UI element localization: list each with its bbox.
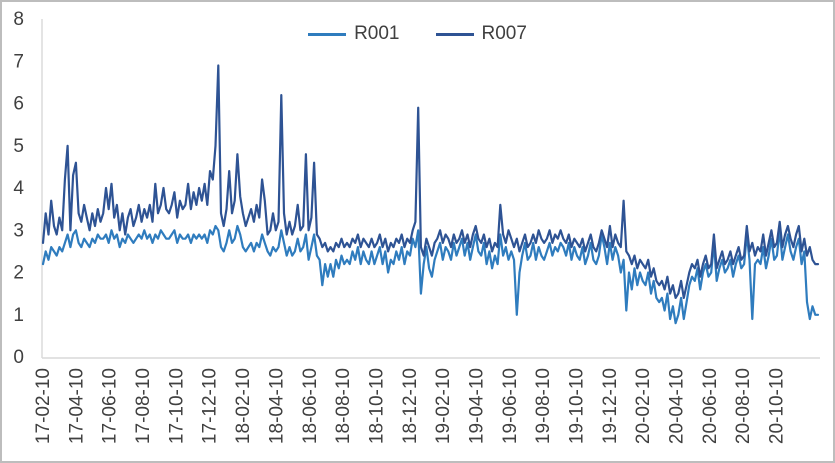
x-axis-tick-label: 20-10-10 [767, 368, 788, 444]
x-axis-tick-label: 20-08-10 [733, 368, 754, 444]
x-axis-tick-label: 18-04-10 [266, 368, 287, 444]
x-axis-tick-label: 18-06-10 [300, 368, 321, 444]
x-axis-tick-label: 19-12-10 [600, 368, 621, 444]
x-axis-tick-label: 18-02-10 [233, 368, 254, 444]
y-axis-tick-label: 8 [13, 9, 24, 30]
x-axis-tick-label: 19-06-10 [500, 368, 521, 444]
y-axis-tick-label: 2 [13, 263, 24, 284]
x-axis-tick-label: 20-04-10 [667, 368, 688, 444]
series-line-r007 [41, 64, 820, 299]
series-line-r001 [41, 224, 820, 325]
legend-swatch-r001-icon [308, 32, 347, 36]
legend-label-r001: R001 [354, 23, 400, 44]
y-axis-tick-label: 1 [13, 305, 24, 326]
legend-item-r001[interactable]: R001 [308, 23, 400, 45]
x-axis-tick-label: 19-10-10 [567, 368, 588, 444]
legend-label-r007: R007 [481, 23, 527, 44]
x-axis-tick-label: 17-04-10 [66, 368, 87, 444]
x-axis-tick-label: 17-12-10 [200, 368, 221, 444]
legend: R001 R007 [2, 23, 833, 45]
y-axis-tick-label: 7 [13, 51, 24, 72]
y-axis-tick-label: 5 [13, 136, 24, 157]
x-axis-tick-label: 20-02-10 [633, 368, 654, 444]
x-axis-tick-label: 18-12-10 [400, 368, 421, 444]
x-axis-tick-label: 19-04-10 [466, 368, 487, 444]
y-axis-tick-label: 4 [13, 178, 24, 199]
x-axis-tick-label: 17-08-10 [133, 368, 154, 444]
x-axis-tick-label: 19-02-10 [433, 368, 454, 444]
y-axis-tick-label: 3 [13, 220, 24, 241]
x-axis-tick-label: 17-02-10 [33, 368, 54, 444]
x-axis-tick-label: 18-08-10 [333, 368, 354, 444]
x-axis-tick-label: 17-10-10 [166, 368, 187, 444]
legend-item-r007[interactable]: R007 [435, 23, 527, 45]
x-axis-tick-label: 18-10-10 [366, 368, 387, 444]
x-axis-tick-label: 17-06-10 [100, 368, 121, 444]
legend-swatch-r007-icon [435, 32, 474, 36]
x-axis-tick-label: 20-06-10 [700, 368, 721, 444]
x-axis-tick-label: 19-08-10 [533, 368, 554, 444]
y-axis-tick-label: 6 [13, 94, 24, 115]
y-axis-tick-label: 0 [13, 347, 24, 368]
